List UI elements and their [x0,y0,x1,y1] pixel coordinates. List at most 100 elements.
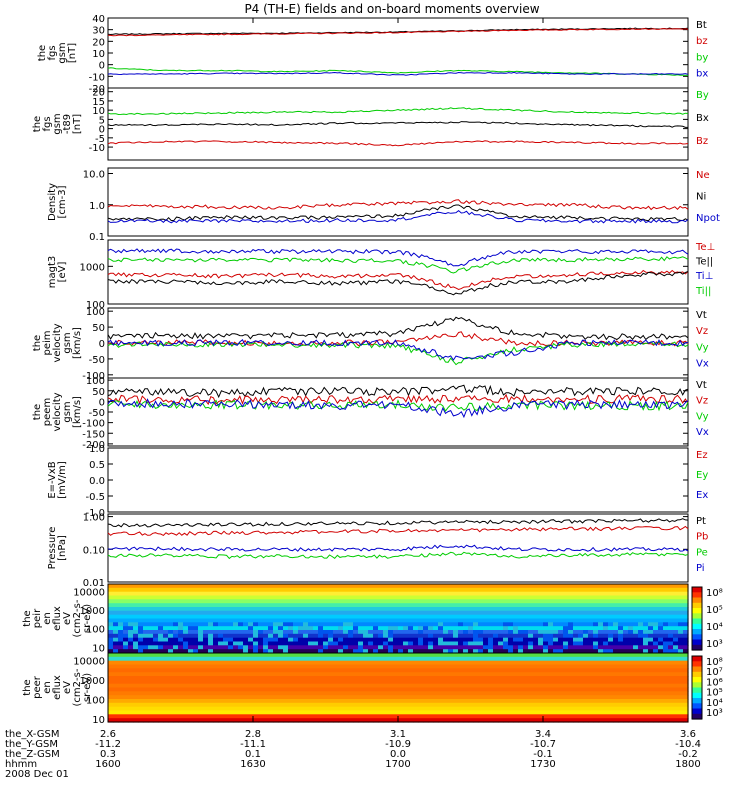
spectrogram-cell [168,702,174,708]
spectrogram-cell [288,599,294,604]
spectrogram-cell [633,603,639,608]
spectrogram-cell [593,668,599,673]
x-row-value: -10.4 [675,739,701,750]
spectrogram-cell [128,672,134,677]
spectrogram-cell [343,660,349,666]
spectrogram-cell [648,607,654,612]
spectrogram-cell [183,591,189,597]
spectrogram-cell [313,702,319,708]
spectrogram-cell [338,683,344,689]
spectrogram-cell [598,695,604,700]
spectrogram-cell [538,714,544,719]
spectrogram-cell [243,676,249,681]
spectrogram-cell [153,702,159,708]
spectrogram-cell [453,687,459,692]
spectrogram-cell [118,641,124,646]
spectrogram-cell [493,660,499,666]
spectrogram-cell [368,649,374,654]
y-tick-label: 10 [92,643,105,654]
spectrogram-cell [458,618,464,623]
spectrogram-cell [158,645,164,650]
spectrogram-cell [258,706,264,712]
spectrogram-cell [278,622,284,627]
spectrogram-cell [368,595,374,600]
spectrogram-cell [673,691,679,696]
spectrogram-cell [378,687,384,692]
spectrogram-cell [108,645,114,650]
spectrogram-cell [438,699,444,704]
spectrogram-cell [398,591,404,597]
spectrogram-cell [388,718,394,723]
spectrogram-cell [138,710,144,715]
spectrogram-cell [108,633,114,639]
spectrogram-cell [363,656,369,662]
spectrogram-cell [403,618,409,623]
spectrogram-cell [143,683,149,689]
spectrogram-cell [218,584,224,589]
spectrogram-cell [173,664,179,669]
spectrogram-cell [588,687,594,692]
spectrogram-cell [418,660,424,666]
spectrogram-cell [493,599,499,604]
spectrogram-cell [363,672,369,677]
spectrogram-cell [648,610,654,616]
spectrogram-cell [173,710,179,715]
spectrogram-cell [443,599,449,604]
spectrogram-cell [558,618,564,623]
spectrogram-cell [153,603,159,608]
spectrogram-cell [123,626,129,631]
spectrogram-cell [423,683,429,689]
spectrogram-cell [348,614,354,620]
spectrogram-cell [273,584,279,589]
spectrogram-cell [238,599,244,604]
spectrogram-cell [368,637,374,643]
spectrogram-cell [323,645,329,650]
spectrogram-cell [373,633,379,639]
spectrogram-cell [403,595,409,600]
spectrogram-cell [163,618,169,623]
spectrogram-cell [678,641,684,646]
spectrogram-cell [398,626,404,631]
spectrogram-cell [333,653,339,658]
spectrogram-cell [298,691,304,696]
spectrogram-cell [248,595,254,600]
spectrogram-cell [208,710,214,715]
spectrogram-cell [583,672,589,677]
spectrogram-cell [253,607,259,612]
spectrogram-cell [278,710,284,715]
spectrogram-cell [498,637,504,643]
spectrogram-cell [523,610,529,616]
spectrogram-cell [403,599,409,604]
spectrogram-cell [513,630,519,635]
y-tick-label: 1.00 [83,513,105,524]
spectrogram-cell [238,630,244,635]
spectrogram-cell [643,695,649,700]
spectrogram-cell [563,683,569,689]
spectrogram-cell [153,633,159,639]
spectrogram-cell [158,633,164,639]
spectrogram-cell [368,599,374,604]
spectrogram-cell [288,603,294,608]
spectrogram-cell [188,591,194,597]
spectrogram-cell [433,645,439,650]
spectrogram-cell [428,668,434,673]
spectrogram-cell [128,595,134,600]
spectrogram-cell [633,676,639,681]
spectrogram-cell [253,622,259,627]
spectrogram-cell [668,656,674,662]
colorbar-segment [692,671,702,678]
spectrogram-cell [308,584,314,589]
spectrogram-cell [558,656,564,662]
colorbar-segment [692,708,702,715]
spectrogram-cell [288,610,294,616]
spectrogram-cell [653,687,659,692]
spectrogram-cell [673,645,679,650]
spectrogram-cell [683,691,689,696]
spectrogram-cell [613,591,619,597]
spectrogram-cell [228,637,234,643]
spectrogram-cell [188,687,194,692]
spectrogram-cell [333,683,339,689]
spectrogram-cell [348,672,354,677]
spectrogram-cell [308,591,314,597]
spectrogram-cell [578,622,584,627]
